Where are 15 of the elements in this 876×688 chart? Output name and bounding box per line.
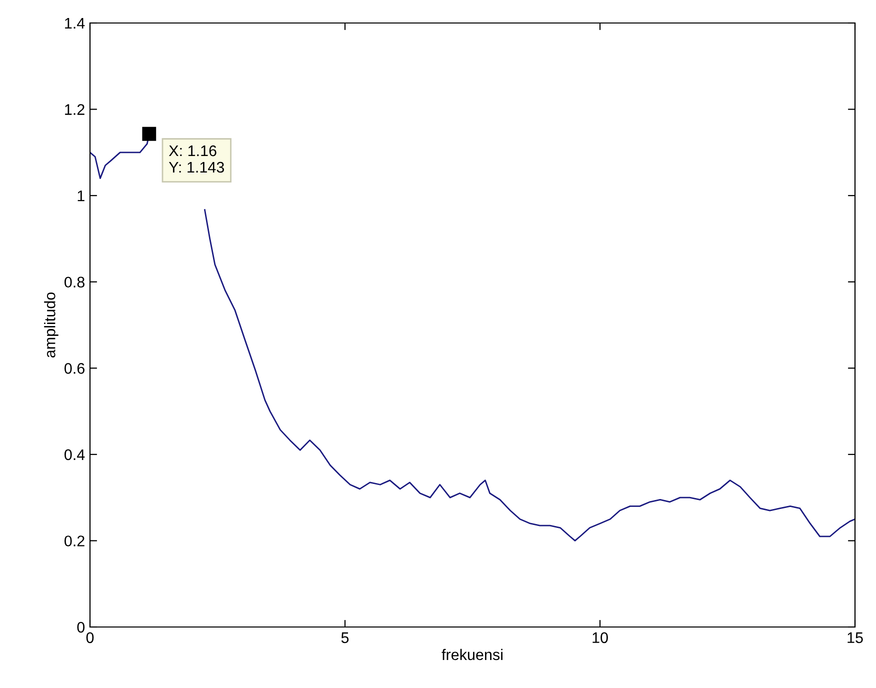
y-tick-label: 1 <box>78 190 84 202</box>
y-tick-label: 0.8 <box>64 276 84 288</box>
y-tick-label: 0 <box>77 622 85 633</box>
y-axis-title: amplitudo <box>44 292 58 358</box>
x-tick-label: 0 <box>86 632 94 644</box>
y-tick-label: 0.6 <box>64 363 84 374</box>
x-tick-label: 15 <box>848 632 863 644</box>
annotation: X: 1.16 Y: 1.143 <box>168 145 224 173</box>
x-tick-label: 10 <box>592 632 608 644</box>
x-axis-title: frekuensi <box>442 648 502 660</box>
y-tick-label: 1.2 <box>65 104 84 115</box>
y-tick-label: 0.2 <box>64 536 84 546</box>
x-tick-label: 5 <box>341 632 349 644</box>
y-tick-label: 0.4 <box>64 449 85 460</box>
y-tick-label: 1.4 <box>65 18 85 29</box>
